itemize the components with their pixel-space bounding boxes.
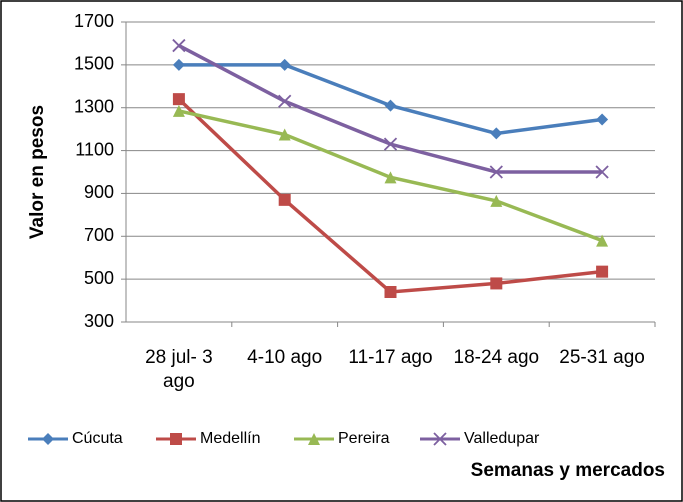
legend-marker	[42, 433, 54, 445]
y-tick-label: 700	[84, 225, 114, 245]
legend-label: Cúcuta	[72, 430, 123, 447]
data-point	[278, 193, 291, 206]
data-point	[384, 286, 397, 298]
y-axis-title: Valor en pesos	[27, 105, 48, 239]
legend-marker	[308, 433, 320, 445]
legend-marker	[433, 432, 447, 446]
x-tick-label: 4-10 ago	[247, 347, 323, 368]
y-tick-label: 1500	[74, 54, 114, 74]
data-point	[383, 137, 398, 151]
y-tick-label: 500	[84, 268, 114, 288]
data-point	[172, 93, 185, 106]
data-point	[278, 58, 291, 71]
x-axis-title: Semanas y mercados	[471, 460, 665, 481]
data-point	[490, 194, 503, 207]
data-point	[384, 171, 397, 184]
y-tick-label: 900	[84, 182, 114, 202]
x-tick-label: 28 jul- 3 ago	[145, 347, 213, 392]
data-point	[172, 104, 185, 117]
x-tick-label: 11-17 ago	[348, 347, 433, 368]
y-tick-label: 1700	[74, 11, 114, 31]
legend-label: Medellín	[200, 430, 260, 447]
legend-label: Valledupar	[464, 430, 540, 447]
legend-label: Pereira	[338, 430, 390, 447]
data-point	[595, 165, 609, 179]
data-point	[490, 127, 503, 140]
data-point	[489, 165, 503, 179]
data-point	[384, 99, 397, 112]
x-tick-label: 18-24 ago	[453, 347, 540, 368]
data-point	[172, 58, 185, 71]
legend-marker	[170, 433, 182, 445]
data-point	[278, 94, 292, 108]
y-tick-label: 300	[84, 311, 114, 331]
data-point	[596, 234, 609, 247]
y-tick-label: 1300	[74, 96, 114, 116]
data-point	[596, 265, 609, 278]
data-point	[596, 113, 609, 126]
data-point	[172, 38, 186, 53]
x-tick-label: 25-31 ago	[559, 347, 645, 368]
y-tick-label: 1100	[75, 139, 114, 159]
data-point	[278, 128, 291, 141]
data-point	[490, 277, 503, 290]
